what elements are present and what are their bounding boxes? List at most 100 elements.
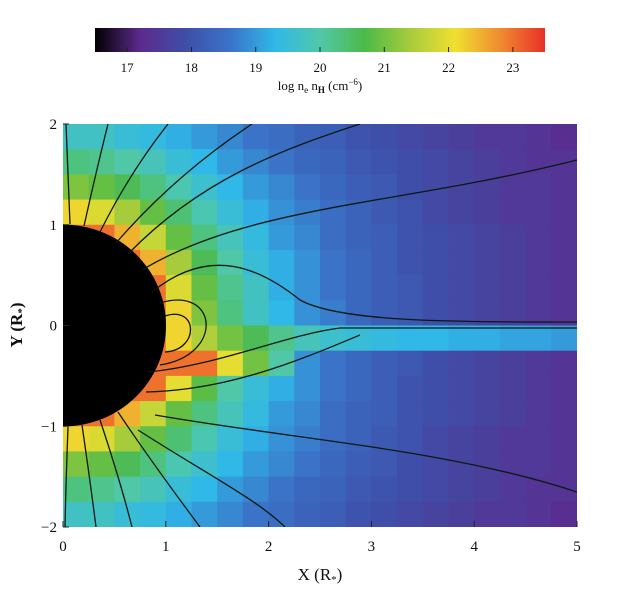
label-sub: e [304, 85, 308, 95]
heat-cell [217, 401, 244, 427]
heat-cell [422, 124, 450, 150]
heat-cell [371, 149, 398, 175]
heat-cell [397, 224, 424, 251]
heat-cell [499, 124, 527, 150]
field-lines [63, 124, 577, 527]
heat-cell [397, 124, 424, 150]
heat-cell [397, 325, 424, 352]
heat-cell [345, 401, 372, 427]
heat-cell [217, 174, 244, 201]
heat-cell [345, 375, 372, 402]
heat-cell [474, 501, 501, 527]
label-part: (cm [325, 78, 348, 93]
heat-cell [320, 249, 347, 276]
heat-cell [294, 325, 321, 352]
heat-cell [191, 476, 218, 503]
heat-cell [422, 401, 450, 427]
y-tick-label: −2 [41, 520, 57, 536]
heat-cell [140, 124, 167, 150]
heat-cell [191, 174, 218, 201]
heat-cell [294, 149, 321, 175]
heat-cell [63, 501, 90, 527]
label-sub: * [331, 574, 337, 586]
heat-cell [217, 300, 244, 327]
heat-cell [88, 451, 115, 478]
heat-cell [217, 325, 244, 352]
heat-cell [114, 199, 141, 226]
heat-cell [320, 501, 347, 527]
heat-cell [371, 350, 398, 377]
y-tick-label: 0 [50, 319, 58, 335]
label-sub: H [318, 85, 325, 95]
heat-cell [397, 275, 424, 301]
field-line [99, 124, 169, 233]
heat-cell [474, 451, 501, 478]
heat-cell [397, 476, 424, 503]
heat-cell [345, 224, 372, 251]
heat-cell [294, 476, 321, 503]
x-tick-label: 5 [573, 539, 581, 555]
field-line [141, 159, 577, 271]
heat-cell [320, 124, 347, 150]
heat-cell [499, 501, 527, 527]
heat-cell [268, 476, 295, 503]
heat-cell [217, 476, 244, 503]
heat-cell [474, 476, 501, 503]
heat-cell [217, 275, 244, 301]
heat-cell [165, 426, 193, 453]
heat-cell [397, 350, 424, 377]
heat-cell [397, 401, 424, 427]
heat-cell [345, 350, 372, 377]
heat-cell [397, 149, 424, 175]
heat-cell [268, 124, 295, 150]
colorbar-tick-label: 22 [442, 60, 455, 75]
heat-cell [242, 350, 270, 377]
y-tick-label: −1 [41, 419, 57, 435]
heat-cell [165, 249, 193, 276]
x-tick-label: 4 [470, 539, 478, 555]
heat-cell [499, 249, 527, 276]
heat-cell [525, 249, 552, 276]
field-line [145, 334, 361, 393]
heat-cell [499, 199, 527, 226]
colorbar-tick-label: 20 [314, 60, 327, 75]
y-tick-label: 2 [50, 117, 58, 133]
heat-cell [191, 350, 218, 377]
heat-cell [474, 224, 501, 251]
heat-cell [345, 300, 372, 327]
label-part: log n [278, 78, 305, 93]
heat-cell [268, 249, 295, 276]
heat-cell [397, 451, 424, 478]
heat-cell [525, 375, 552, 402]
field-line [154, 414, 577, 493]
heat-cell [191, 375, 218, 402]
heat-cell [242, 224, 270, 251]
heat-cell [165, 149, 193, 175]
heat-cell [242, 300, 270, 327]
heat-cell [345, 149, 372, 175]
heat-cell [525, 199, 552, 226]
heat-cell [448, 476, 475, 503]
heat-cell [140, 401, 167, 427]
heat-cell [474, 249, 501, 276]
heat-cell [499, 426, 527, 453]
heat-cell [422, 300, 450, 327]
field-line [137, 429, 286, 527]
x-tick-label: 3 [368, 539, 376, 555]
heat-cell [242, 149, 270, 175]
heat-cell [242, 325, 270, 352]
heat-cell [165, 224, 193, 251]
field-line [115, 124, 253, 244]
heat-cell [371, 451, 398, 478]
heat-cell [551, 350, 577, 377]
heat-cell [320, 325, 347, 352]
colorbar-tick-label: 21 [378, 60, 391, 75]
star-disk [63, 224, 166, 427]
heat-cell [499, 325, 527, 352]
heat-cell [294, 401, 321, 427]
heat-cell [371, 199, 398, 226]
heat-cell [191, 325, 218, 352]
heat-cell [499, 350, 527, 377]
heat-cell [294, 300, 321, 327]
heat-cell [525, 275, 552, 301]
